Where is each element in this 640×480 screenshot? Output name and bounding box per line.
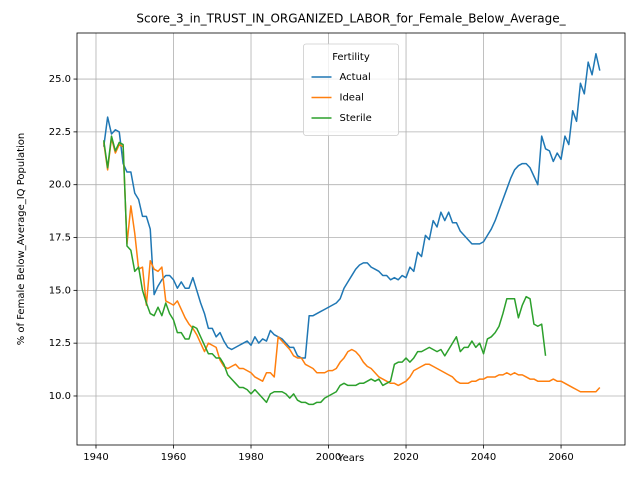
x-tick-label: 2040 [471, 452, 496, 463]
y-tick-label: 20.0 [49, 180, 71, 191]
line-series [102, 135, 547, 406]
chart-title: Score_3_in_TRUST_IN_ORGANIZED_LABOR_for_… [136, 12, 566, 26]
y-tick-label: 10.0 [49, 391, 71, 402]
legend-label: Actual [340, 72, 371, 83]
legend-label: Sterile [340, 113, 372, 124]
y-tick-label: 17.5 [49, 233, 71, 244]
y-axis-label: % of Female Below_Average_IQ Population [16, 133, 27, 346]
line-series [102, 52, 601, 359]
axes-frame [76, 32, 626, 446]
y-tick-label: 12.5 [49, 338, 71, 349]
legend-box [303, 43, 399, 136]
y-tick-label: 25.0 [49, 74, 71, 85]
x-axis-label: Years [337, 453, 364, 464]
y-tick-label: 15.0 [49, 285, 71, 296]
x-tick-label: 2060 [548, 452, 573, 463]
y-tick-label: 22.5 [49, 127, 71, 138]
x-tick-label: 1940 [83, 452, 108, 463]
legend: Fertility Actual Ideal Sterile [303, 43, 399, 136]
x-tick-label: 2020 [393, 452, 418, 463]
line-series [102, 137, 601, 393]
legend-title: Fertility [332, 52, 370, 63]
x-tick-label: 1980 [238, 452, 263, 463]
legend-label: Ideal [340, 93, 364, 104]
x-tick-label: 1960 [161, 452, 186, 463]
plot-lines [102, 52, 601, 406]
ticks: 1940 1960 1980 2000 2020 2040 2060 10.0 12.5 15.0… [49, 74, 574, 463]
x-tick-label: 2000 [316, 452, 341, 463]
